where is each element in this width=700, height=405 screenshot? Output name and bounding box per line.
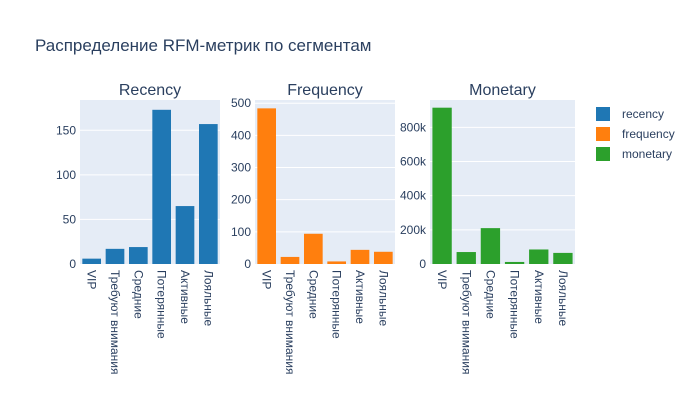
bar-monetary-3 — [504, 261, 525, 264]
legend-swatch — [596, 147, 610, 161]
y-tick-label: 500 — [231, 96, 251, 110]
y-tick-label: 300 — [231, 161, 251, 175]
bar-monetary-1 — [456, 252, 476, 264]
x-tick-label: Потерянные — [508, 270, 522, 339]
x-tick-label: VIP — [260, 270, 274, 289]
bar-frequency-2 — [304, 233, 323, 264]
subplot-title: Recency — [119, 82, 181, 99]
y-tick-label: 50 — [63, 212, 77, 226]
bar-recency-5 — [199, 124, 218, 264]
x-tick-label: Требуют внимания — [459, 270, 473, 375]
bar-monetary-4 — [529, 249, 549, 264]
legend-label: monetary — [622, 147, 672, 161]
bar-recency-1 — [105, 248, 125, 264]
y-tick-label: 400 — [231, 128, 251, 142]
bar-recency-0 — [82, 258, 101, 264]
subplot-title: Frequency — [287, 82, 363, 99]
subplot-panels: 0 50 100 150 VIP Требуют внимания Средние Потер… — [56, 82, 575, 375]
bar-frequency-4 — [350, 249, 370, 264]
legend-swatch — [596, 127, 610, 141]
x-tick-label: Потерянные — [155, 270, 169, 339]
y-tick-label: 100 — [56, 168, 76, 182]
x-tick-label: Лояльные — [201, 270, 215, 327]
x-tick-label: Активные — [178, 270, 192, 324]
x-tick-label: Требуют внимания — [283, 270, 297, 375]
x-tick-label: Активные — [353, 270, 367, 324]
y-tick-label: 400k — [400, 189, 427, 203]
plot-area — [255, 100, 395, 264]
legend-item-recency[interactable]: recency — [596, 107, 664, 121]
y-tick-label: 0 — [419, 257, 426, 271]
bar-recency-3 — [152, 109, 171, 264]
y-tick-label: 200k — [400, 223, 427, 237]
x-tick-label: Лояльные — [376, 270, 390, 327]
legend-item-monetary[interactable]: monetary — [596, 147, 672, 161]
y-tick-label: 800k — [400, 120, 427, 134]
y-tick-label: 150 — [56, 123, 76, 137]
legend: recency frequency monetary — [596, 107, 675, 161]
chart-title: Распределение RFM-метрик по сегментам — [35, 36, 371, 55]
x-tick-label: Лояльные — [556, 270, 570, 327]
legend-item-frequency[interactable]: frequency — [596, 127, 675, 141]
subplot-frequency: 0 100 200 300 400 500 VIP Требуют внимания Средн… — [231, 82, 395, 375]
x-tick-label: Средние — [483, 270, 497, 319]
y-tick-label: 0 — [244, 257, 251, 271]
plot-area — [80, 100, 220, 264]
bar-frequency-0 — [257, 108, 276, 265]
x-tick-label: Потерянные — [330, 270, 344, 339]
x-tick-label: Активные — [532, 270, 546, 324]
y-tick-label: 600k — [400, 155, 427, 169]
bar-monetary-0 — [432, 107, 452, 264]
bar-frequency-3 — [327, 261, 346, 264]
x-tick-label: VIP — [85, 270, 99, 289]
x-tick-label: Требуют внимания — [108, 270, 122, 375]
x-tick-label: Средние — [131, 270, 145, 319]
bar-monetary-5 — [553, 252, 573, 264]
legend-label: recency — [622, 107, 664, 121]
y-tick-label: 100 — [231, 225, 251, 239]
bar-monetary-2 — [480, 228, 501, 264]
bar-recency-4 — [175, 206, 195, 264]
bar-recency-2 — [129, 247, 148, 264]
x-tick-label: VIP — [435, 270, 449, 289]
bar-frequency-1 — [280, 256, 300, 264]
subplot-title: Monetary — [469, 82, 536, 99]
subplot-monetary: 0 200k 400k 600k 800k VIP Требуют внимания Сред… — [400, 82, 575, 375]
y-tick-label: 200 — [231, 193, 251, 207]
y-tick-label: 0 — [69, 257, 76, 271]
legend-label: frequency — [622, 127, 675, 141]
subplot-recency: 0 50 100 150 VIP Требуют внимания Средние Потер… — [56, 82, 220, 375]
bar-frequency-5 — [374, 251, 393, 264]
legend-swatch — [596, 107, 610, 121]
x-tick-label: Средние — [306, 270, 320, 319]
